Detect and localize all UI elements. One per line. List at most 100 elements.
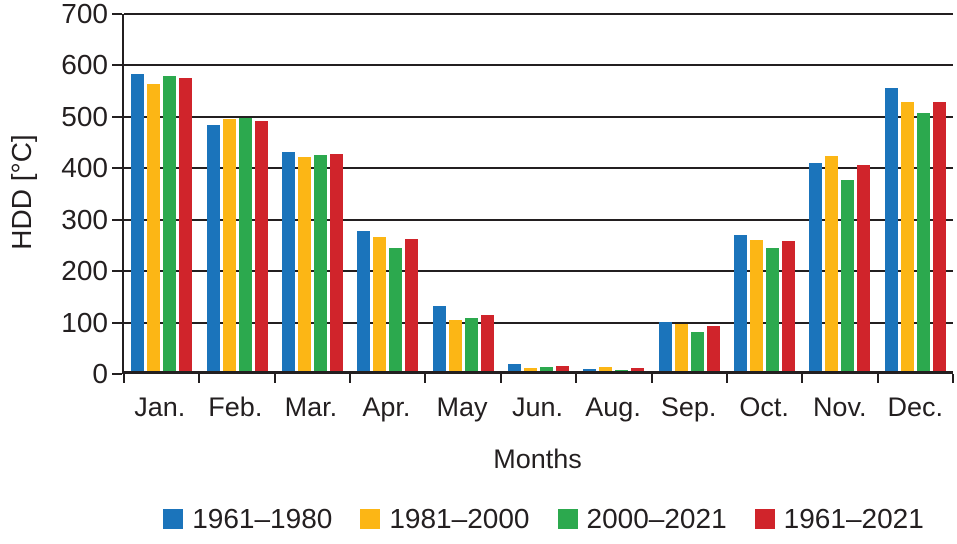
bar-1961–2021-Jan xyxy=(179,77,193,371)
gridline-200 xyxy=(124,270,953,273)
y-tick-label-700: 700 xyxy=(61,0,108,29)
x-tick-label-may: May xyxy=(436,392,488,422)
legend-item-2000–2021: 2000–2021 xyxy=(557,503,727,535)
bar-1961–1980-Jan xyxy=(131,74,145,371)
x-tick-2 xyxy=(273,374,276,383)
y-tick-label-500: 500 xyxy=(61,100,108,132)
legend-item-1961–2021: 1961–2021 xyxy=(754,503,924,535)
bar-group-feb xyxy=(199,14,274,371)
y-tick-label-0: 0 xyxy=(92,358,108,389)
x-tick-11 xyxy=(952,374,954,383)
x-tick-5 xyxy=(499,374,502,383)
bar-group-mar xyxy=(275,14,350,371)
bar-1961–2021-Feb xyxy=(254,121,268,371)
bar-1961–1980-Aug xyxy=(583,369,597,371)
legend-label: 1961–1980 xyxy=(192,503,333,534)
bar-1981–2000-Mar xyxy=(297,156,311,371)
bar-1961–2021-May xyxy=(480,315,494,371)
bar-1981–2000-Jun xyxy=(523,368,537,371)
bar-1961–2021-Oct xyxy=(782,241,796,371)
x-tick-label-jan: Jan. xyxy=(134,392,186,422)
bar-2000–2021-Sep xyxy=(690,331,704,371)
bar-1961–1980-Jun xyxy=(507,363,521,371)
bar-1961–1980-Dec xyxy=(884,87,898,371)
legend-swatch xyxy=(163,509,184,529)
bar-2000–2021-Jun xyxy=(539,367,553,371)
bar-2000–2021-Aug xyxy=(615,369,629,371)
y-tick-0 xyxy=(112,373,122,375)
bar-group-sep xyxy=(652,14,727,371)
bar-1961–1980-Apr xyxy=(357,230,371,371)
bar-1981–2000-Oct xyxy=(750,240,764,371)
y-tick-200 xyxy=(112,270,122,273)
x-tick-3 xyxy=(349,374,352,383)
bar-1981–2000-Jan xyxy=(147,83,161,371)
bar-2000–2021-Jan xyxy=(163,76,177,371)
legend-label: 1981–2000 xyxy=(389,503,530,534)
bar-2000–2021-May xyxy=(464,318,478,371)
legend-item-1961–1980: 1961–1980 xyxy=(163,503,332,535)
x-tick-8 xyxy=(725,374,728,383)
bar-1961–1980-Sep xyxy=(658,321,672,371)
bars-layer xyxy=(124,14,953,371)
legend-label: 2000–2021 xyxy=(586,503,727,534)
bar-group-nov xyxy=(802,14,877,371)
x-tick-label-oct: Oct. xyxy=(739,392,789,422)
bar-1961–2021-Nov xyxy=(857,165,871,371)
bar-1981–2000-Feb xyxy=(222,119,236,371)
gridline-100 xyxy=(124,321,953,324)
x-tick-9 xyxy=(801,374,804,383)
bar-group-jun xyxy=(501,14,576,371)
x-tick-label-sep: Sep. xyxy=(660,392,717,422)
x-tick-4 xyxy=(424,374,427,383)
x-tick-6 xyxy=(575,374,578,383)
y-tick-label-600: 600 xyxy=(61,49,108,81)
legend-swatch xyxy=(754,509,775,529)
y-tick-label-300: 300 xyxy=(61,203,108,235)
bar-group-apr xyxy=(350,14,425,371)
bar-1961–1980-Nov xyxy=(809,163,823,371)
gridline-700 xyxy=(124,13,953,15)
bar-1961–2021-Apr xyxy=(405,238,419,371)
bar-1961–2021-Jun xyxy=(555,365,569,371)
gridline-300 xyxy=(124,218,953,221)
bar-1961–2021-Dec xyxy=(932,102,946,371)
legend-swatch xyxy=(360,509,381,529)
bar-1981–2000-Aug xyxy=(599,366,613,371)
bar-1981–2000-Dec xyxy=(900,101,914,371)
x-tick-7 xyxy=(650,374,653,383)
gridline-600 xyxy=(124,64,953,67)
y-tick-500 xyxy=(112,115,122,118)
bar-1961–2021-Aug xyxy=(631,368,645,371)
x-tick-label-nov: Nov. xyxy=(812,392,867,422)
x-tick-label-jun: Jun. xyxy=(511,392,564,422)
gridline-400 xyxy=(124,167,953,170)
plot-area xyxy=(112,13,954,383)
legend-swatch xyxy=(557,509,578,529)
bar-group-dec xyxy=(878,14,953,371)
y-tick-700 xyxy=(112,13,122,15)
bar-2000–2021-Dec xyxy=(916,113,930,371)
y-tick-600 xyxy=(112,64,122,67)
bar-1981–2000-Apr xyxy=(373,236,387,371)
y-tick-label-400: 400 xyxy=(61,152,108,184)
legend-item-1981–2000: 1981–2000 xyxy=(360,503,530,535)
x-tick-0 xyxy=(123,374,125,383)
bar-2000–2021-Oct xyxy=(766,248,780,371)
y-tick-300 xyxy=(112,218,122,221)
legend: 1961–1980 1981–2000 2000–2021 1961–2021 xyxy=(128,503,957,535)
bar-1961–1980-Oct xyxy=(734,234,748,371)
bar-2000–2021-Mar xyxy=(313,154,327,371)
x-tick-label-aug: Aug. xyxy=(585,392,641,422)
x-tick-label-apr: Apr. xyxy=(362,392,411,422)
bar-2000–2021-Feb xyxy=(238,118,252,371)
gridline-500 xyxy=(124,115,953,118)
bar-2000–2021-Apr xyxy=(389,248,403,371)
bar-1981–2000-Sep xyxy=(674,323,688,371)
bar-2000–2021-Nov xyxy=(841,179,855,371)
bar-group-aug xyxy=(576,14,651,371)
bar-1961–2021-Sep xyxy=(706,325,720,371)
y-tick-100 xyxy=(112,321,122,324)
x-tick-label-dec: Dec. xyxy=(887,392,943,422)
